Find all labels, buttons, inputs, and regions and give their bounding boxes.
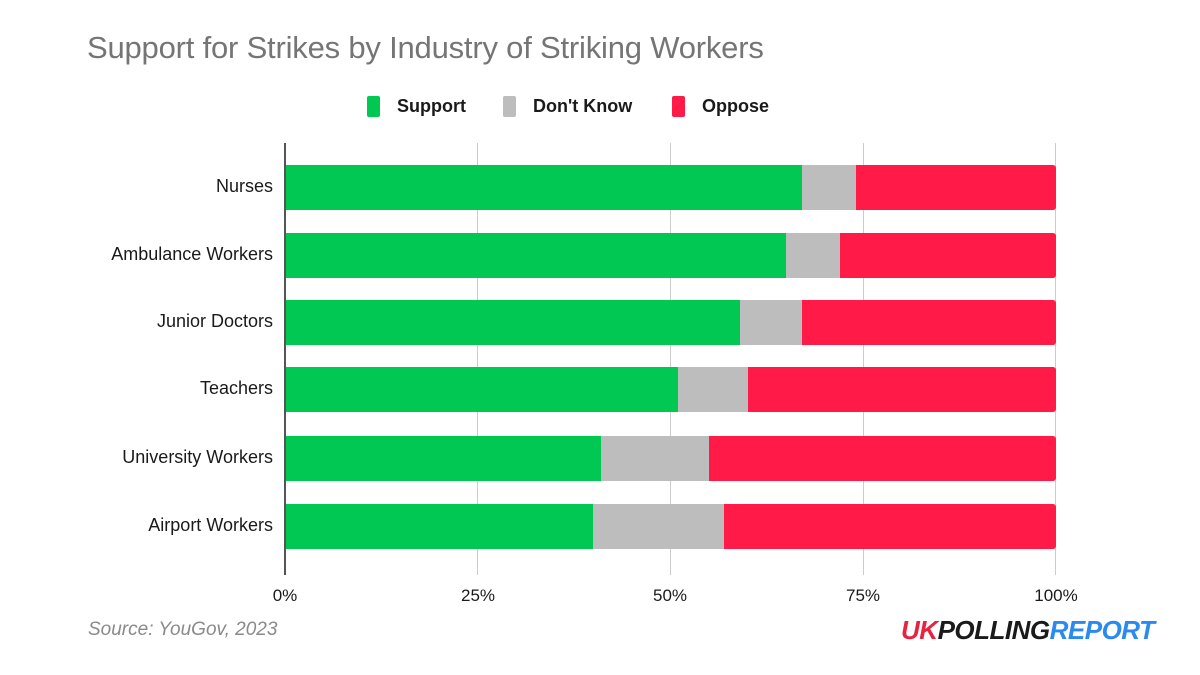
legend-swatch-dont-know xyxy=(503,96,516,117)
category-label: Ambulance Workers xyxy=(111,244,273,264)
bar-segment-oppose xyxy=(709,436,1056,481)
x-tick-100: 100% xyxy=(1034,586,1078,605)
legend-item-support: Support xyxy=(367,96,466,117)
category-label: University Workers xyxy=(122,447,273,467)
source-note: Source: YouGov, 2023 xyxy=(88,619,278,640)
logo-polling: POLLING xyxy=(937,615,1051,645)
bar-segment-don-t-know xyxy=(786,233,841,278)
plot-area xyxy=(284,143,1056,575)
category-label: Junior Doctors xyxy=(156,311,273,331)
x-tick-75: 75% xyxy=(845,586,881,605)
gridline-100 xyxy=(1055,143,1056,575)
bar-row xyxy=(285,300,1056,345)
bar-segment-support xyxy=(285,367,679,412)
bar-segment-don-t-know xyxy=(739,300,802,345)
bar-segment-oppose xyxy=(840,233,1056,278)
bar-segment-support xyxy=(285,233,787,278)
bar-segment-oppose xyxy=(801,300,1056,345)
bar-segment-don-t-know xyxy=(593,504,725,549)
legend-label-support: Support xyxy=(397,96,466,116)
bar-segment-don-t-know xyxy=(801,165,856,210)
legend-label-dont-know: Don't Know xyxy=(533,96,633,116)
bar-segment-support xyxy=(285,504,594,549)
logo-report: REPORT xyxy=(1049,615,1155,645)
x-tick-50: 50% xyxy=(652,586,688,605)
bar-segment-support xyxy=(285,165,802,210)
bar-segment-oppose xyxy=(855,165,1056,210)
legend-item-oppose: Oppose xyxy=(672,96,769,117)
legend-swatch-oppose xyxy=(672,96,685,117)
category-label: Teachers xyxy=(199,378,273,398)
bar-row xyxy=(285,436,1056,481)
x-tick-25: 25% xyxy=(460,586,496,605)
bar-segment-don-t-know xyxy=(678,367,748,412)
bar-segment-oppose xyxy=(724,504,1056,549)
bar-segment-support xyxy=(285,300,740,345)
bar-segment-support xyxy=(285,436,602,481)
bar-row xyxy=(285,233,1056,278)
bar-row xyxy=(285,165,1056,210)
uk-polling-report-logo: UKPOLLINGREPORT xyxy=(901,615,1155,646)
gridline-50 xyxy=(670,143,671,575)
legend-item-dont-know: Don't Know xyxy=(503,96,632,117)
x-tick-0: 0% xyxy=(272,586,298,605)
legend-swatch-support xyxy=(367,96,380,117)
legend-label-oppose: Oppose xyxy=(702,96,770,116)
legend: Support Don't Know Oppose xyxy=(0,96,1200,120)
y-axis-line xyxy=(284,143,286,575)
category-label: Airport Workers xyxy=(148,515,273,535)
chart-title: Support for Strikes by Industry of Strik… xyxy=(87,30,764,65)
bar-row xyxy=(285,504,1056,549)
logo-uk: UK xyxy=(901,615,938,645)
category-label: Nurses xyxy=(215,176,273,196)
gridline-25 xyxy=(477,143,478,575)
bar-segment-oppose xyxy=(747,367,1056,412)
gridline-75 xyxy=(863,143,864,575)
bar-segment-don-t-know xyxy=(601,436,710,481)
bar-row xyxy=(285,367,1056,412)
